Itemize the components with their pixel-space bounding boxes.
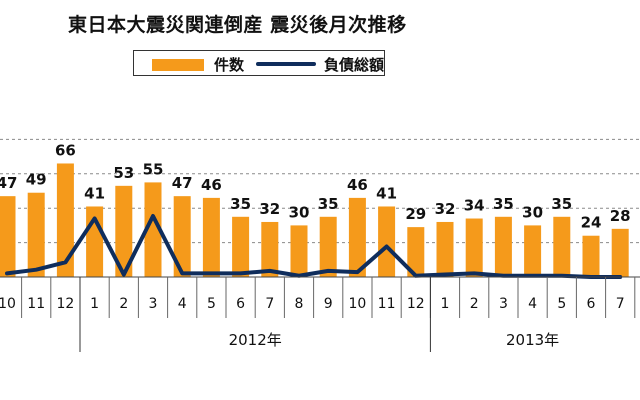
x-tick-label: 4 (178, 296, 187, 312)
bar (611, 228, 629, 277)
bar-value-label: 46 (201, 176, 222, 194)
bar (27, 192, 45, 277)
bar (56, 163, 74, 277)
x-tick-label: 1 (90, 296, 99, 312)
x-tick-label: 10 (0, 296, 16, 312)
x-tick-label: 11 (27, 296, 45, 312)
bar (232, 216, 250, 277)
bar-value-label: 46 (347, 176, 368, 194)
bar-value-label: 32 (435, 200, 456, 218)
bar (378, 206, 396, 277)
x-tick-label: 6 (587, 296, 596, 312)
year-label: 2012年 (229, 331, 282, 349)
bar (348, 197, 366, 277)
bar-value-label: 35 (493, 195, 514, 213)
bar (115, 185, 133, 277)
bar (290, 225, 308, 277)
bar-value-label: 49 (26, 171, 47, 189)
bar (465, 218, 483, 277)
legend-bar-label: 件数 (214, 56, 245, 74)
x-tick-label: 11 (378, 296, 396, 312)
x-tick-label: 12 (56, 296, 74, 312)
x-tick-label: 1 (441, 296, 450, 312)
x-tick-label: 6 (236, 296, 245, 312)
bar-value-label: 55 (143, 160, 164, 178)
bar (202, 197, 220, 277)
bar (553, 216, 571, 277)
x-tick-label: 8 (295, 296, 304, 312)
bar (436, 221, 454, 277)
bar-value-label: 29 (405, 205, 426, 223)
bar (524, 225, 542, 277)
bar (494, 216, 512, 277)
bar (407, 227, 425, 277)
x-tick-label: 5 (207, 296, 216, 312)
x-tick-label: 2 (119, 296, 128, 312)
bar-value-label: 66 (55, 141, 76, 159)
legend-line-swatch (256, 62, 316, 66)
bar-value-label: 41 (376, 184, 397, 202)
bar-value-label: 35 (318, 195, 339, 213)
bar (144, 182, 162, 277)
x-tick-label: 7 (616, 296, 625, 312)
bar (319, 216, 337, 277)
bar-value-label: 24 (581, 214, 602, 232)
series-line (5, 214, 623, 279)
bar-value-label: 30 (522, 203, 543, 221)
x-tick-label: 3 (499, 296, 508, 312)
x-tick-label: 12 (407, 296, 425, 312)
bar (173, 196, 191, 277)
x-tick-label: 4 (528, 296, 537, 312)
bar-value-label: 35 (551, 195, 572, 213)
bar-value-label: 28 (610, 207, 631, 225)
year-label: 2013年 (506, 331, 559, 349)
bar (582, 235, 600, 277)
x-tick-label: 5 (557, 296, 566, 312)
x-tick-label: 9 (324, 296, 333, 312)
bar-value-label: 47 (172, 174, 193, 192)
x-tick-label: 10 (348, 296, 366, 312)
bar-value-label: 32 (259, 200, 280, 218)
legend-bar-swatch (152, 59, 204, 71)
chart-title: 東日本大震災関連倒産 震災後月次推移 (68, 14, 407, 36)
bar-value-label: 47 (0, 174, 17, 192)
bar-value-label: 30 (289, 203, 310, 221)
bar (261, 221, 279, 277)
bar-value-label: 35 (230, 195, 251, 213)
x-tick-label: 2 (470, 296, 479, 312)
legend-line-label: 負債総額 (324, 56, 385, 74)
bar-value-label: 41 (84, 184, 105, 202)
bar-value-label: 34 (464, 197, 485, 215)
x-tick-label: 3 (149, 296, 158, 312)
bar (0, 196, 16, 277)
legend: 件数 負債総額 (133, 50, 385, 76)
x-tick-label: 7 (265, 296, 274, 312)
bar-value-label: 53 (113, 164, 134, 182)
